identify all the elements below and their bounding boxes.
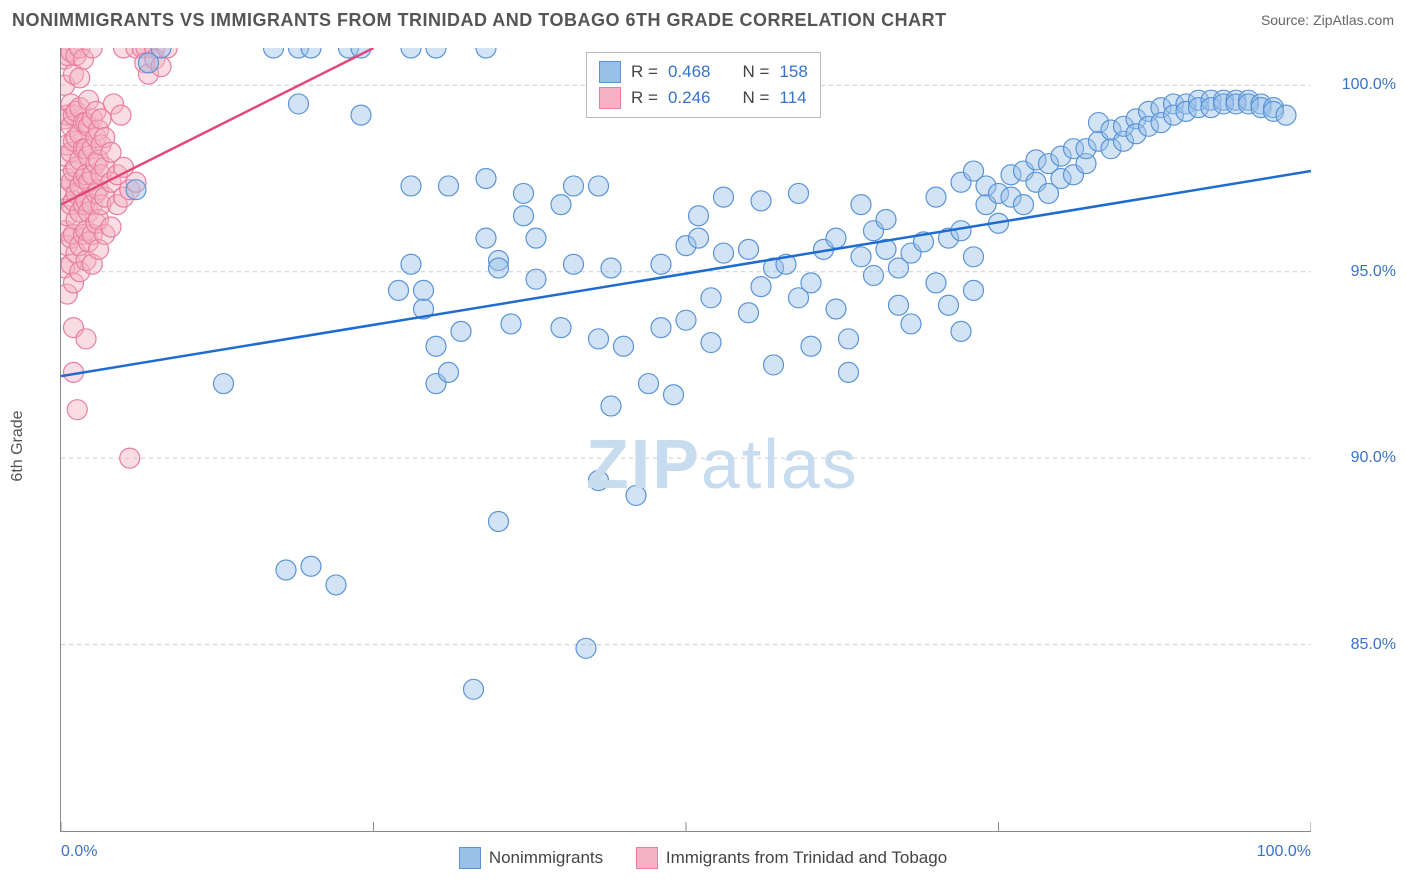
source-attribution: Source: ZipAtlas.com	[1261, 12, 1394, 28]
chart-title: NONIMMIGRANTS VS IMMIGRANTS FROM TRINIDA…	[12, 10, 947, 30]
legend-swatch-pink	[636, 847, 658, 869]
legend-item-nonimmigrants: Nonimmigrants	[459, 847, 603, 869]
legend-row: R =0.468N =158	[599, 59, 808, 85]
legend-swatch	[599, 87, 621, 109]
y-tick-label: 85.0%	[1321, 636, 1396, 654]
legend-row: R =0.246N =114	[599, 85, 808, 111]
correlation-legend: R =0.468N =158R =0.246N =114	[586, 52, 821, 118]
y-axis-label: 6th Grade	[9, 410, 27, 481]
legend-item-immigrants: Immigrants from Trinidad and Tobago	[636, 847, 947, 869]
legend-swatch	[599, 61, 621, 83]
legend-swatch-blue	[459, 847, 481, 869]
scatter-plot: ZIPatlas R =0.468N =158R =0.246N =114 85…	[60, 48, 1311, 832]
y-tick-label: 95.0%	[1321, 263, 1396, 281]
y-tick-label: 90.0%	[1321, 449, 1396, 467]
series-legend: Nonimmigrants Immigrants from Trinidad a…	[0, 847, 1406, 874]
y-tick-label: 100.0%	[1321, 76, 1396, 94]
